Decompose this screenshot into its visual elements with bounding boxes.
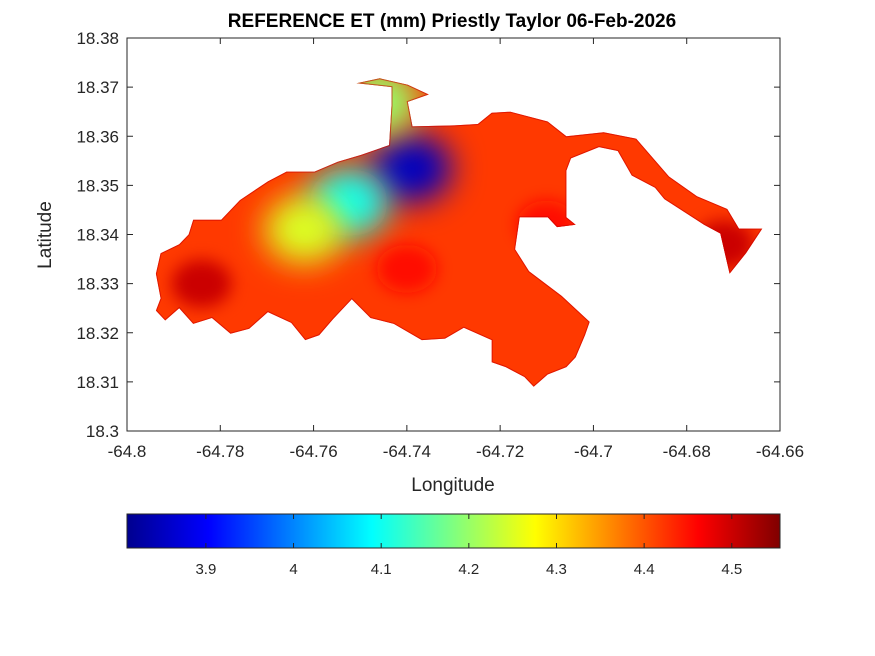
x-tick-label: -64.76 (289, 442, 337, 461)
x-tick-label: -64.78 (196, 442, 244, 461)
x-tick-label: -64.74 (383, 442, 431, 461)
x-tick-label: -64.72 (476, 442, 524, 461)
x-tick-label: -64.8 (108, 442, 147, 461)
axes: -64.8 -64.78 -64.76 -64.74 -64.72 -64.7 -64.68… (76, 29, 804, 461)
heatmap-blob (264, 195, 345, 264)
colorbar (126, 513, 781, 549)
y-tick-label: 18.3 (86, 422, 119, 441)
colorbar-ticks: 3.9 4 4.1 4.2 4.3 4.4 4.5 (195, 514, 742, 578)
y-tick-label: 18.38 (76, 29, 119, 48)
y-tick-label: 18.31 (76, 373, 119, 392)
y-tick-label: 18.33 (76, 275, 119, 294)
x-tick-label: -64.68 (663, 442, 711, 461)
colorbar-tick-label: 4.2 (458, 561, 479, 578)
y-tick-label: 18.32 (76, 324, 119, 343)
y-axis-label: Latitude (35, 201, 56, 269)
y-tick-label: 18.34 (76, 226, 119, 245)
y-tick-label: 18.36 (76, 127, 119, 146)
heatmap-blob (376, 244, 437, 293)
y-tick-label: 18.37 (76, 78, 119, 97)
colorbar-tick-label: 4.5 (721, 561, 742, 578)
colorbar-tick-label: 4.3 (546, 561, 567, 578)
colorbar-tick-label: 3.9 (195, 561, 216, 578)
colorbar-tick-label: 4.4 (634, 561, 655, 578)
y-tick-label: 18.35 (76, 176, 119, 195)
heatmap-blob (371, 134, 452, 203)
x-axis-label: Longitude (411, 475, 494, 496)
colorbar-tick-label: 4.1 (371, 561, 392, 578)
heatmap-blob (171, 259, 232, 308)
chart-title: REFERENCE ET (mm) Priestly Taylor 06-Feb… (228, 11, 676, 32)
colorbar-tick-label: 4 (289, 561, 297, 578)
x-tick-label: -64.66 (756, 442, 804, 461)
x-tick-label: -64.7 (574, 442, 613, 461)
